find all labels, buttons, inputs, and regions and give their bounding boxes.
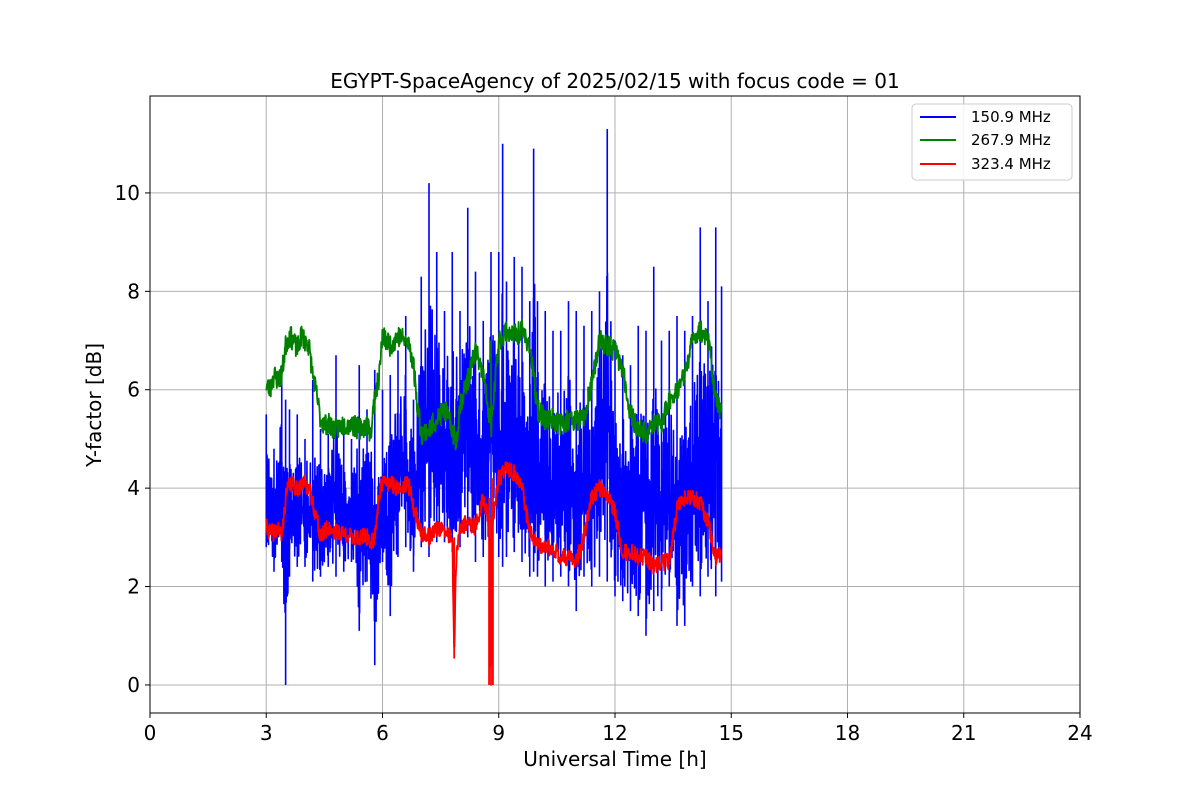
y-tick-label: 4 [127,476,140,500]
x-tick-label: 18 [835,721,860,745]
y-tick-label: 6 [127,378,140,402]
series-line-267-9-mhz [265,319,723,451]
x-tick-label: 12 [602,721,627,745]
series-line-323-4-mhz [265,461,723,686]
series-layer [265,128,723,686]
x-tick-label: 9 [492,721,505,745]
legend: 150.9 MHz 267.9 MHz 323.4 MHz [911,103,1073,181]
x-tick-label: 6 [376,721,389,745]
legend-box [911,103,1073,181]
x-tick-label: 3 [260,721,273,745]
y-axis-title: Y-factor [dB] [82,343,106,468]
x-tick-label: 0 [144,721,157,745]
y-tick-label: 10 [115,181,140,205]
legend-label-323-4: 323.4 MHz [971,155,1051,173]
x-tick-label: 15 [719,721,744,745]
legend-label-150-9: 150.9 MHz [971,108,1051,126]
x-axis-title: Universal Time [h] [523,747,706,771]
chart-title: EGYPT-SpaceAgency of 2025/02/15 with foc… [330,69,899,93]
legend-label-267-9: 267.9 MHz [971,131,1051,149]
y-tick-label: 8 [127,279,140,303]
x-tick-label: 24 [1067,721,1092,745]
x-tick-label: 21 [951,721,976,745]
y-tick-label: 2 [127,575,140,599]
y-tick-label: 0 [127,673,140,697]
